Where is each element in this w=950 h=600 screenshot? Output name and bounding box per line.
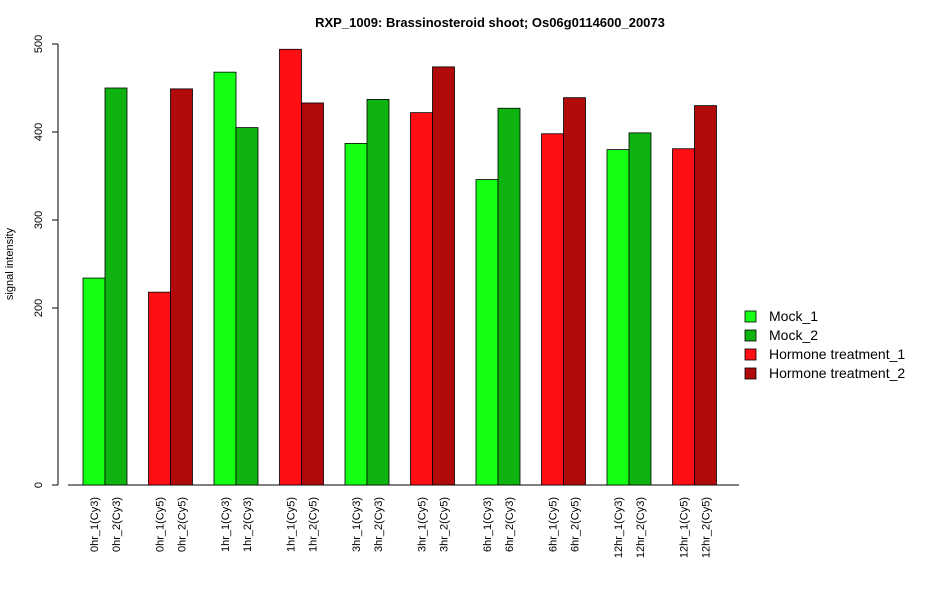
x-tick-label: 6hr_2(Cy3) <box>504 497 516 552</box>
legend-swatch <box>744 348 757 361</box>
y-tick-label: 0 <box>33 482 45 488</box>
x-tick-label: 1hr_1(Cy3) <box>220 497 232 552</box>
legend-swatch <box>744 310 757 323</box>
bar <box>301 102 324 486</box>
x-tick-label: 6hr_1(Cy3) <box>482 497 494 552</box>
x-tick-label: 12hr_1(Cy3) <box>613 497 625 558</box>
bar <box>170 88 193 486</box>
bar <box>235 127 259 486</box>
bar <box>344 143 368 486</box>
legend-swatch <box>744 329 757 342</box>
bar <box>82 277 106 486</box>
x-tick-label: 1hr_2(Cy5) <box>308 497 320 552</box>
chart-title: RXP_1009: Brassinosteroid shoot; Os06g01… <box>315 15 665 30</box>
bars <box>82 48 717 486</box>
y-tick-label: 400 <box>33 123 45 141</box>
bar <box>541 133 564 486</box>
y-axis: 0 200 300 400 500 <box>33 35 59 488</box>
bar <box>432 66 455 486</box>
x-tick-label: 3hr_1(Cy5) <box>417 497 429 552</box>
bar <box>213 71 237 486</box>
bar <box>148 291 171 486</box>
legend-label: Hormone treatment_1 <box>769 346 905 362</box>
x-tick-label: 6hr_2(Cy5) <box>570 497 582 552</box>
y-tick-label: 300 <box>33 211 45 229</box>
legend-label: Hormone treatment_2 <box>769 365 905 381</box>
x-tick-label: 0hr_2(Cy3) <box>111 497 123 552</box>
x-tick-labels: 0hr_1(Cy3) 0hr_2(Cy3) 0hr_1(Cy5) 0hr_2(Cy5)… <box>89 497 713 558</box>
x-tick-label: 3hr_2(Cy5) <box>439 497 451 552</box>
x-tick-label: 1hr_2(Cy3) <box>242 497 254 552</box>
legend-swatch <box>744 367 757 380</box>
bar <box>672 148 695 486</box>
bar <box>279 48 302 486</box>
legend: Mock_1 Mock_2 Hormone treatment_1 Hormone t… <box>744 308 905 381</box>
bar <box>628 132 652 486</box>
bar <box>563 97 586 486</box>
y-axis-label: signal intensity <box>4 227 16 300</box>
bar <box>410 112 433 486</box>
bar <box>366 99 390 486</box>
x-tick-label: 12hr_2(Cy3) <box>635 497 647 558</box>
x-tick-label: 12hr_1(Cy5) <box>679 497 691 558</box>
x-tick-label: 0hr_1(Cy5) <box>155 497 167 552</box>
x-tick-label: 6hr_1(Cy5) <box>548 497 560 552</box>
bar <box>694 105 717 486</box>
bar <box>606 149 630 486</box>
bar <box>475 179 499 486</box>
legend-label: Mock_2 <box>769 327 818 343</box>
y-tick-label: 200 <box>33 299 45 317</box>
x-tick-label: 0hr_1(Cy3) <box>89 497 101 552</box>
bar <box>497 107 521 486</box>
x-tick-label: 3hr_2(Cy3) <box>373 497 385 552</box>
x-tick-label: 12hr_2(Cy5) <box>701 497 713 558</box>
legend-label: Mock_1 <box>769 308 818 324</box>
x-tick-label: 3hr_1(Cy3) <box>351 497 363 552</box>
y-tick-label: 500 <box>33 35 45 53</box>
x-tick-label: 0hr_2(Cy5) <box>177 497 189 552</box>
bar <box>104 87 128 486</box>
x-tick-label: 1hr_1(Cy5) <box>286 497 298 552</box>
